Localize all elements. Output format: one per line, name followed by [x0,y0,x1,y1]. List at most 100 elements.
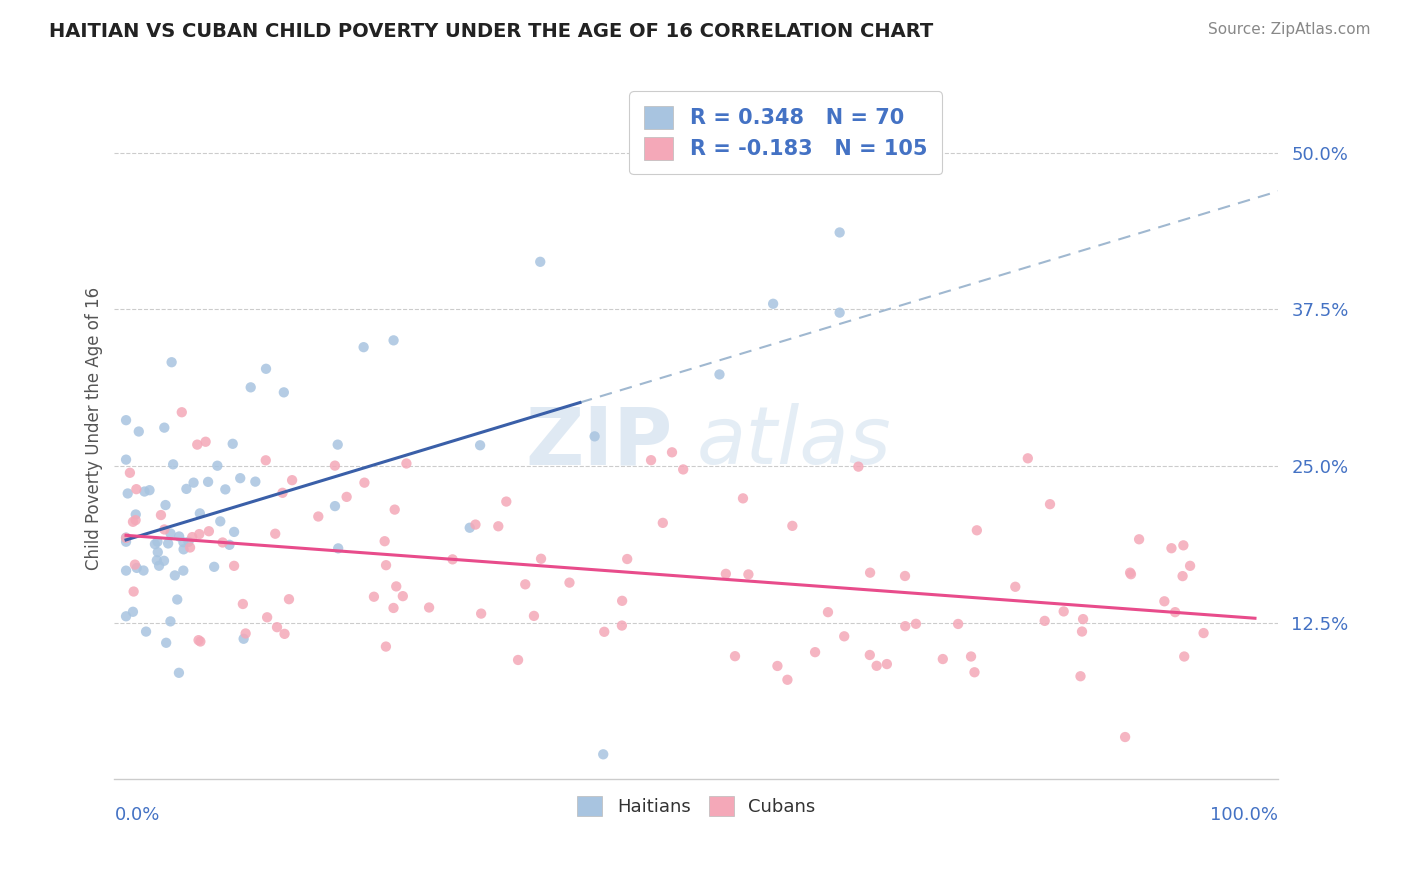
Point [336,490,359,504]
Point [464,517,486,532]
Point [115,609,138,624]
Point [1119,566,1142,580]
Point [124,558,146,572]
Point [232,632,254,646]
Point [558,575,581,590]
Point [1119,567,1142,582]
Point [592,747,614,762]
Point [207,458,229,473]
Point [374,534,396,549]
Text: HAITIAN VS CUBAN CHILD POVERTY UNDER THE AGE OF 16 CORRELATION CHART: HAITIAN VS CUBAN CHILD POVERTY UNDER THE… [49,22,934,41]
Point [323,499,346,513]
Point [222,437,245,451]
Point [610,618,633,632]
Point [523,608,546,623]
Point [458,521,481,535]
Legend: Haitians, Cubans: Haitians, Cubans [569,789,823,823]
Point [392,589,415,603]
Point [1173,649,1195,664]
Point [146,553,169,567]
Point [737,567,759,582]
Point [859,648,882,662]
Text: ZIP: ZIP [526,403,673,482]
Point [946,617,969,632]
Point [124,513,146,527]
Point [256,610,278,624]
Point [222,524,245,539]
Point [177,534,200,549]
Point [1160,541,1182,556]
Point [1114,730,1136,744]
Point [616,552,638,566]
Point [583,429,606,443]
Point [125,482,148,496]
Point [828,226,851,240]
Point [776,673,799,687]
Point [181,530,204,544]
Point [214,483,236,497]
Point [495,494,517,508]
Point [966,523,988,537]
Point [307,509,329,524]
Point [375,558,398,573]
Point [418,600,440,615]
Point [153,554,176,568]
Point [832,629,855,643]
Point [709,368,731,382]
Point [167,529,190,543]
Point [281,473,304,487]
Point [239,380,262,394]
Point [610,594,633,608]
Point [385,579,408,593]
Point [817,605,839,619]
Point [441,552,464,566]
Text: Source: ZipAtlas.com: Source: ZipAtlas.com [1208,22,1371,37]
Point [804,645,827,659]
Point [172,535,194,549]
Point [859,566,882,580]
Y-axis label: Child Poverty Under the Age of 16: Child Poverty Under the Age of 16 [86,287,103,570]
Point [188,507,211,521]
Point [143,537,166,551]
Point [211,535,233,549]
Point [118,466,141,480]
Point [963,665,986,680]
Point [162,458,184,472]
Point [278,592,301,607]
Point [198,524,221,539]
Point [232,597,254,611]
Point [149,508,172,522]
Point [1039,497,1062,511]
Point [395,457,418,471]
Point [153,523,176,537]
Point [229,471,252,485]
Text: atlas: atlas [696,403,891,482]
Point [122,515,145,529]
Point [159,615,181,629]
Point [176,482,198,496]
Point [173,542,195,557]
Point [187,633,209,648]
Point [470,607,492,621]
Point [960,649,983,664]
Point [264,526,287,541]
Point [125,508,148,522]
Point [530,551,553,566]
Text: 0.0%: 0.0% [114,806,160,824]
Point [506,653,529,667]
Point [222,558,245,573]
Point [1033,614,1056,628]
Point [714,566,737,581]
Point [194,434,217,449]
Point [172,564,194,578]
Point [134,484,156,499]
Point [651,516,673,530]
Point [271,485,294,500]
Point [163,568,186,582]
Point [353,340,375,354]
Point [1004,580,1026,594]
Point [148,558,170,573]
Point [115,531,138,545]
Point [661,445,683,459]
Point [125,561,148,575]
